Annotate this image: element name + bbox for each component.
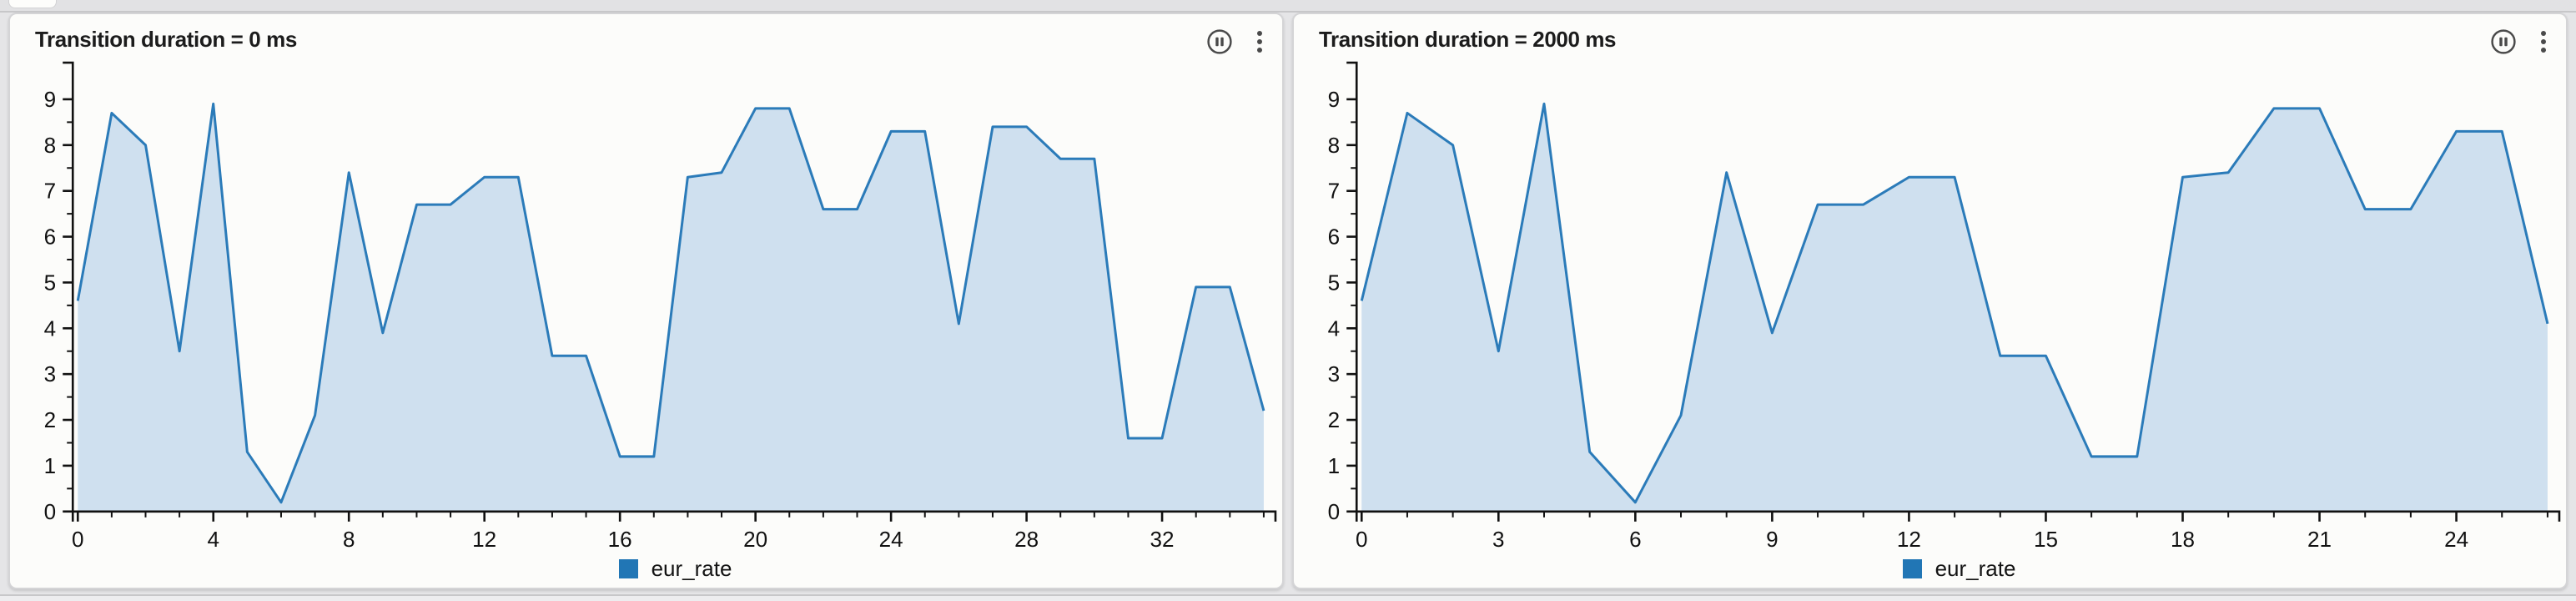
y-axis: 0 1 2 3 4 5 6 7 8 9 — [44, 61, 74, 524]
chart-legend: eur_rate — [10, 549, 1282, 588]
x-axis: 0 4 8 12 16 20 24 28 32 — [71, 510, 1277, 549]
y-tick-label: 3 — [44, 361, 57, 386]
x-tick-label: 21 — [2307, 527, 2332, 549]
legend-label: eur_rate — [1935, 555, 2016, 581]
x-tick-label: 32 — [1150, 527, 1175, 549]
y-tick-label: 1 — [44, 453, 57, 478]
legend-swatch — [1902, 558, 1922, 578]
pause-button[interactable] — [1205, 28, 1234, 58]
y-tick-label: 0 — [1328, 499, 1341, 524]
legend-label: eur_rate — [651, 555, 732, 581]
x-tick-label: 4 — [207, 527, 219, 549]
panel-actions — [2489, 28, 2548, 58]
y-tick-label: 8 — [44, 133, 57, 158]
y-tick-label: 5 — [44, 270, 57, 295]
panel-header: Transition duration = 2000 ms — [1294, 14, 2566, 56]
panel-title: Transition duration = 2000 ms — [1319, 27, 1617, 52]
x-tick-label: 9 — [1766, 527, 1779, 549]
x-tick-label: 12 — [472, 527, 496, 549]
bottom-divider-strip — [0, 594, 2576, 601]
y-tick-label: 6 — [44, 225, 57, 250]
x-tick-label: 16 — [608, 527, 632, 549]
y-tick-label: 1 — [1328, 453, 1341, 478]
menu-button[interactable] — [1255, 28, 1264, 58]
panel-row: Transition duration = 0 ms — [8, 13, 2568, 589]
x-tick-label: 24 — [2444, 527, 2468, 549]
panel-title: Transition duration = 0 ms — [35, 27, 297, 52]
x-tick-label: 12 — [1897, 527, 1921, 549]
y-tick-label: 9 — [1328, 87, 1341, 112]
panel-header: Transition duration = 0 ms — [10, 14, 1282, 56]
x-tick-label: 20 — [743, 527, 767, 549]
x-tick-label: 0 — [1356, 527, 1368, 549]
chart-panel-0ms: Transition duration = 0 ms — [8, 13, 1284, 589]
pause-button[interactable] — [2489, 28, 2518, 58]
pause-circle-icon — [2489, 28, 2518, 58]
pause-circle-icon — [1205, 28, 1234, 58]
y-tick-label: 4 — [44, 316, 57, 341]
y-tick-label: 9 — [44, 87, 57, 112]
y-tick-label: 0 — [44, 499, 57, 524]
panel-actions — [1205, 28, 1264, 58]
kebab-menu-icon — [2539, 28, 2548, 58]
legend-swatch — [618, 558, 638, 578]
series-line — [1360, 102, 2549, 504]
kebab-menu-icon — [1255, 28, 1264, 58]
y-tick-label: 7 — [1328, 179, 1341, 204]
x-tick-label: 3 — [1492, 527, 1505, 549]
chart-area: 0 1 2 3 4 5 6 7 8 9 0 3 6 9 12 15 18 21 24 — [1294, 56, 2566, 549]
x-tick-label: 6 — [1629, 527, 1642, 549]
x-axis: 0 3 6 9 12 15 18 21 24 — [1355, 510, 2561, 549]
series-line — [76, 102, 1265, 504]
x-tick-label: 8 — [343, 527, 355, 549]
y-tick-label: 4 — [1328, 316, 1341, 341]
y-tick-label: 3 — [1328, 361, 1341, 386]
top-divider-strip — [0, 0, 2576, 13]
menu-button[interactable] — [2539, 28, 2548, 58]
area-series — [76, 102, 1265, 512]
chart-legend: eur_rate — [1294, 549, 2566, 588]
area-series — [1360, 102, 2549, 512]
y-tick-label: 8 — [1328, 133, 1341, 158]
y-tick-label: 6 — [1328, 225, 1341, 250]
x-tick-label: 15 — [2034, 527, 2058, 549]
x-tick-label: 0 — [72, 527, 84, 549]
y-tick-label: 2 — [44, 407, 57, 432]
x-tick-label: 28 — [1014, 527, 1039, 549]
y-tick-label: 2 — [1328, 407, 1341, 432]
chart-area: 0 1 2 3 4 5 6 7 8 9 0 4 8 12 16 20 24 28 32 — [10, 56, 1282, 549]
chart-panel-2000ms: Transition duration = 2000 ms — [1292, 13, 2568, 589]
y-axis: 0 1 2 3 4 5 6 7 8 9 — [1328, 61, 1358, 524]
x-tick-label: 18 — [2171, 527, 2195, 549]
y-tick-label: 5 — [1328, 270, 1341, 295]
panel-fragment-above — [8, 0, 57, 8]
y-tick-label: 7 — [44, 179, 57, 204]
x-tick-label: 24 — [879, 527, 903, 549]
